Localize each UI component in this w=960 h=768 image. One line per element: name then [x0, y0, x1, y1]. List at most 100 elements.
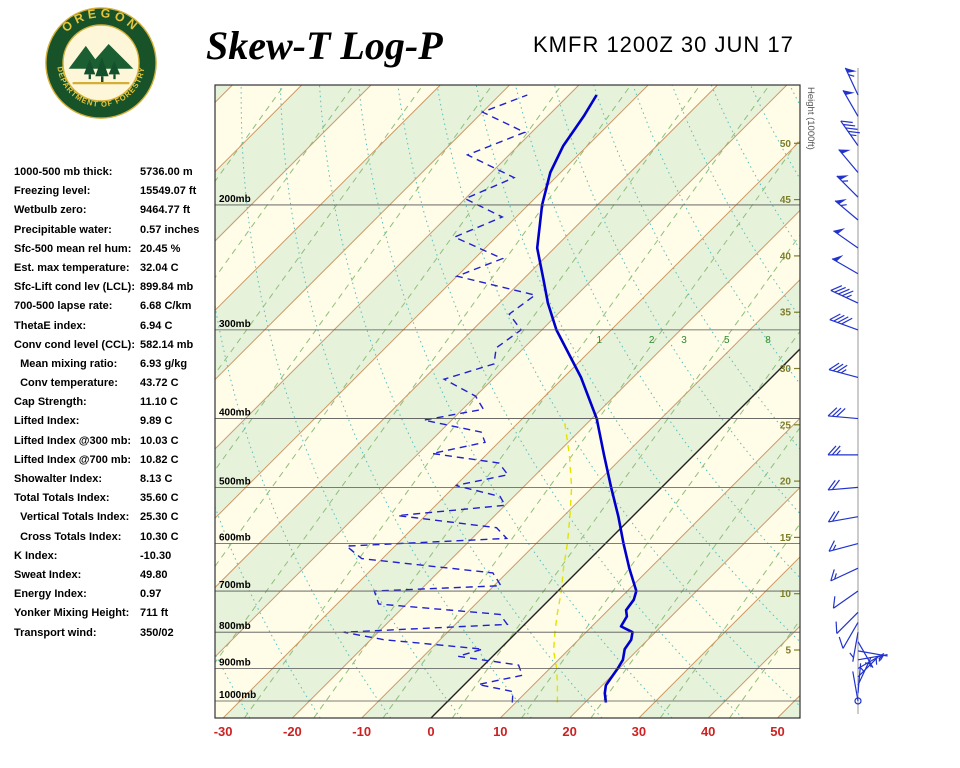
mixing-ratio-label: 3 [681, 335, 687, 346]
index-label: Mean mixing ratio: [14, 357, 118, 370]
skewt-chart: 1 2 3 5 8200mb300mb400mb500mb600mb700mb800mb… [214, 67, 888, 739]
wind-barb [832, 590, 859, 609]
pressure-tick-label: 900mb [219, 657, 251, 668]
wind-barb [834, 198, 859, 221]
index-label: ThetaE index: [14, 319, 87, 332]
index-value: 0.97 [140, 588, 162, 601]
index-row: Lifted Index @700 mb: 10.82 C [14, 454, 224, 473]
index-value: 8.13 C [140, 473, 173, 485]
wind-barb [830, 567, 859, 582]
mixing-ratio-labels: 1 2 3 5 8 [596, 335, 771, 346]
index-row: K Index: -10.30 [14, 550, 224, 569]
index-value: 43.72 C [140, 377, 179, 390]
indices-panel: 1000-500 mb thick: 5736.00 m Freezing leve… [14, 166, 224, 646]
index-value: 350/02 [140, 626, 174, 639]
index-label: Lifted Index: [14, 415, 80, 428]
pressure-axis: 200mb 300mb 400mb 500mb 600mb 700mb 800mb 900mb… [215, 194, 800, 702]
height-tick-label: 40 [780, 251, 792, 262]
pressure-tick-label: 200mb [219, 194, 251, 205]
index-row: ThetaE index: 6.94 C [14, 320, 224, 339]
index-row: Conv temperature: 43.72 C [14, 377, 224, 396]
index-row: Mean mixing ratio: 6.93 g/kg [14, 358, 224, 377]
wind-barb-column [827, 67, 888, 714]
index-label: Sfc-500 mean rel hum: [14, 242, 132, 255]
index-value: 6.68 C/km [140, 300, 192, 313]
pressure-tick-label: 500mb [219, 476, 251, 487]
index-row: Transport wind: 350/02 [14, 627, 224, 646]
index-label: Lifted Index @700 mb: [14, 453, 132, 466]
wind-barb [840, 120, 861, 146]
index-value: 0.57 inches [140, 223, 200, 236]
index-label: Transport wind: [14, 626, 97, 639]
index-row: Total Totals Index: 35.60 C [14, 492, 224, 511]
index-value: 9464.77 ft [140, 204, 191, 217]
index-label: Conv temperature: [14, 377, 118, 390]
temperature-axis: -30 -20 -10 0 10 20 30 40 50 [214, 724, 785, 739]
temperature-tick-label: -30 [214, 724, 233, 739]
index-value: 899.84 mb [140, 281, 194, 294]
temperature-tick-label: 20 [562, 724, 576, 739]
pressure-tick-label: 1000mb [219, 690, 256, 701]
temperature-tick-label: 50 [770, 724, 784, 739]
mixing-ratio-label: 8 [765, 335, 771, 346]
logo-trees [72, 57, 130, 85]
index-row: Sweat Index: 49.80 [14, 569, 224, 588]
index-row: Energy Index: 0.97 [14, 588, 224, 607]
mixing-ratio-label: 1 [596, 335, 602, 346]
mixing-ratio-label: 2 [649, 335, 655, 346]
height-axis: 5 10 15 20 25 30 35 40 45 50 Height (1000ft) [780, 87, 816, 657]
index-label: Freezing level: [14, 185, 91, 198]
chart-body: 1 2 3 5 8 [215, 85, 800, 718]
wind-barb [857, 650, 888, 660]
wind-barb [849, 632, 859, 662]
index-label: Conv cond level (CCL): [14, 338, 136, 351]
index-value: 49.80 [140, 568, 168, 581]
height-tick-label: 45 [780, 195, 792, 206]
index-label: K Index: [14, 549, 58, 562]
odf-logo: OREGON DEPARTMENT OF FORESTRY [45, 6, 157, 119]
index-label: Vertical Totals Index: [14, 511, 130, 524]
index-label: Cross Totals Index: [14, 530, 122, 543]
index-label: Total Totals Index: [14, 492, 110, 505]
pressure-tick-label: 800mb [219, 621, 251, 632]
index-row: Est. max temperature: 32.04 C [14, 262, 224, 281]
wind-barb [831, 254, 859, 275]
index-label: Yonker Mixing Height: [14, 607, 130, 620]
height-tick-label: 10 [780, 589, 792, 600]
index-row: Yonker Mixing Height: 711 ft [14, 607, 224, 626]
index-label: 1000-500 mb thick: [14, 166, 113, 178]
logo-mountains [68, 44, 134, 69]
index-row: 700-500 lapse rate: 6.68 C/km [14, 300, 224, 319]
index-label: Sfc-Lift cond lev (LCL): [14, 281, 135, 294]
index-label: Cap Strength: [14, 396, 87, 409]
chart-frame [214, 84, 801, 719]
index-row: Precipitable water: 0.57 inches [14, 224, 224, 243]
wind-barb [827, 407, 859, 420]
height-axis-title: Height (1000ft) [805, 87, 816, 150]
pressure-tick-label: 700mb [219, 580, 251, 591]
wind-barb [857, 641, 874, 668]
index-value: 10.82 C [140, 453, 179, 466]
index-value: 5736.00 m [140, 166, 193, 178]
temperature-tick-label: 30 [632, 724, 646, 739]
index-value: 711 ft [140, 607, 169, 620]
wind-barb [852, 671, 862, 705]
index-value: 20.45 % [140, 242, 181, 255]
index-value: 32.04 C [140, 261, 179, 274]
wind-barb [827, 445, 858, 456]
temperature-tick-label: -20 [283, 724, 302, 739]
wind-barb [829, 313, 859, 331]
index-value: 6.94 C [140, 319, 173, 332]
index-row: Lifted Index @300 mb: 10.03 C [14, 435, 224, 454]
index-value: 10.03 C [140, 434, 179, 447]
pressure-tick-label: 600mb [219, 533, 251, 544]
height-tick-label: 5 [785, 646, 791, 657]
wind-barb [828, 362, 859, 378]
height-tick-label: 30 [780, 364, 792, 375]
index-row: Sfc-Lift cond lev (LCL): 899.84 mb [14, 281, 224, 300]
index-row: Wetbulb zero: 9464.77 ft [14, 204, 224, 223]
index-label: Energy Index: [14, 588, 87, 601]
dry-adiabat-lines [215, 85, 800, 718]
index-row: Vertical Totals Index: 25.30 C [14, 511, 224, 530]
wind-barb [827, 510, 859, 523]
